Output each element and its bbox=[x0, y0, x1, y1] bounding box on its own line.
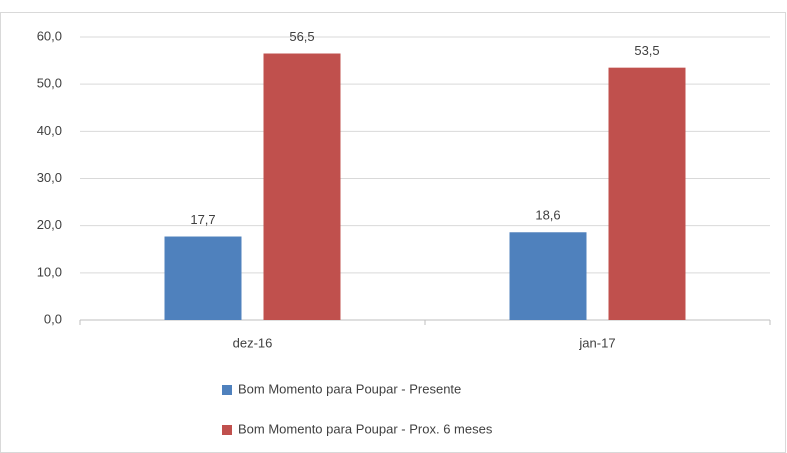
legend-label: Bom Momento para Poupar - Prox. 6 meses bbox=[238, 421, 493, 436]
data-label: 17,7 bbox=[190, 212, 215, 227]
data-label: 18,6 bbox=[535, 208, 560, 223]
bar bbox=[509, 232, 587, 320]
data-label: 56,5 bbox=[289, 29, 314, 44]
y-tick-label: 30,0 bbox=[37, 170, 62, 185]
y-tick-label: 0,0 bbox=[44, 311, 62, 326]
y-tick-label: 20,0 bbox=[37, 217, 62, 232]
y-tick-label: 40,0 bbox=[37, 123, 62, 138]
legend-swatch bbox=[222, 385, 232, 395]
x-tick-label: jan-17 bbox=[578, 335, 615, 350]
y-tick-label: 60,0 bbox=[37, 28, 62, 43]
legend-label: Bom Momento para Poupar - Presente bbox=[238, 381, 461, 396]
y-tick-label: 50,0 bbox=[37, 76, 62, 91]
bar bbox=[263, 53, 341, 321]
x-tick-label: dez-16 bbox=[233, 335, 273, 350]
legend-swatch bbox=[222, 425, 232, 435]
y-tick-label: 10,0 bbox=[37, 264, 62, 279]
bar bbox=[164, 236, 242, 320]
bar bbox=[608, 67, 686, 321]
data-label: 53,5 bbox=[634, 43, 659, 58]
